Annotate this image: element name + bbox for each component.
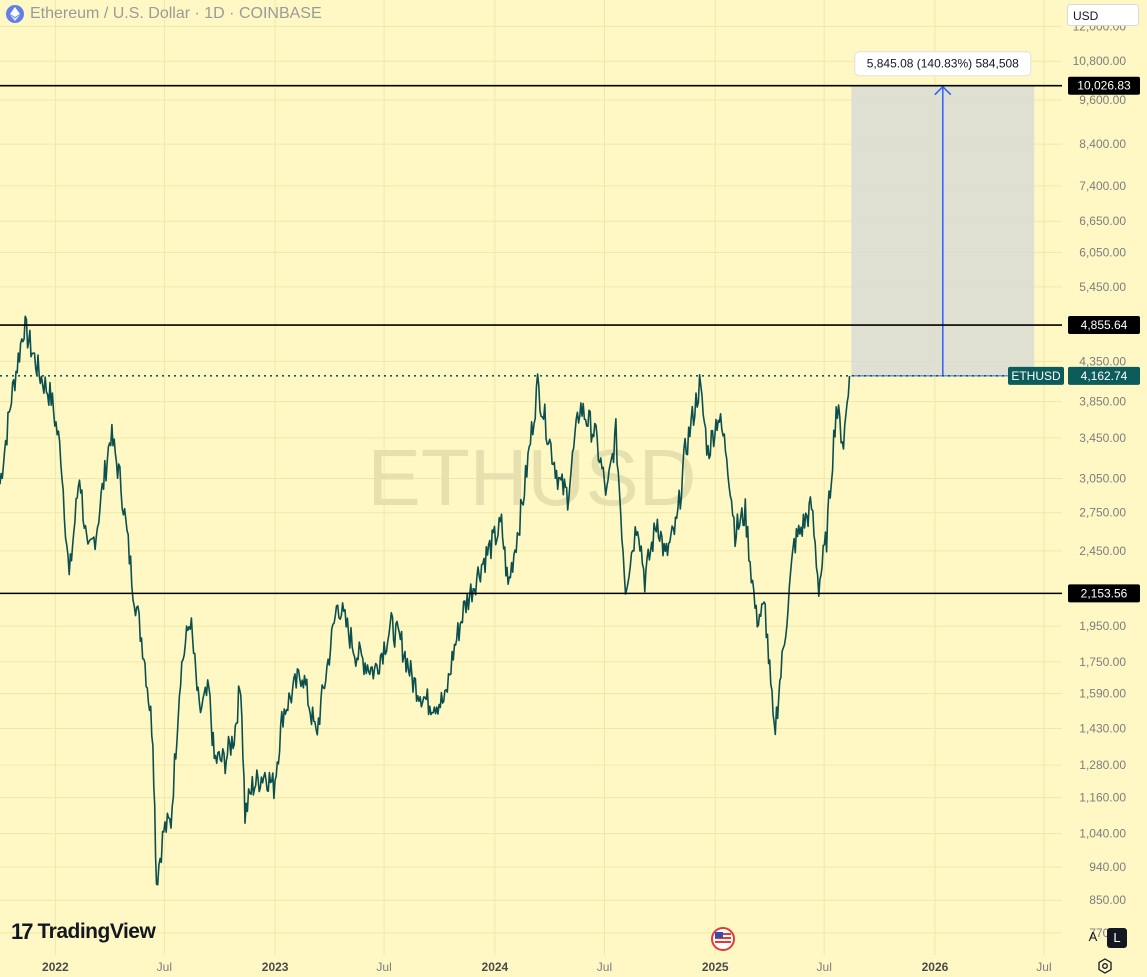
y-tick-label: 9,600.00 [1079,93,1126,107]
tradingview-mark-icon: 17 [11,919,34,944]
level-price-label: 10,026.83 [1077,79,1131,93]
y-tick-label: 3,050.00 [1079,472,1126,486]
chart-header: Ethereum / U.S. Dollar · 1D · COINBASE [6,5,322,23]
y-tick-label: 1,430.00 [1079,722,1126,736]
x-tick-label: Jul [1036,960,1051,974]
y-tick-label: 2,450.00 [1079,544,1126,558]
y-tick-label: 6,650.00 [1079,214,1126,228]
x-tick-label: 2025 [702,960,729,974]
last-price-value-tag [1068,366,1140,385]
measure-label: 5,845.08 (140.83%) 584,508 [867,57,1019,71]
last-price-value: 4,162.74 [1081,369,1128,383]
price-series [0,315,851,886]
grid-lines [0,0,1062,955]
us-flag-icon[interactable] [711,927,735,951]
price-axis-panel[interactable] [1062,0,1147,977]
ethereum-icon [6,5,24,23]
level-price-tag [1068,584,1140,603]
y-tick-label: 1,750.00 [1079,655,1126,669]
y-tick-label: 1,950.00 [1079,619,1126,633]
measure-label-box [854,51,1032,77]
measure-arrow-head [934,85,952,96]
y-tick-label: 3,450.00 [1079,431,1126,445]
level-price-label: 4,855.64 [1081,318,1128,332]
horizontal-levels[interactable] [0,84,1066,595]
y-tick-label: 2,750.00 [1079,506,1126,520]
x-tick-label: 2022 [42,960,69,974]
y-tick-label: 8,400.00 [1079,137,1126,151]
price-axis[interactable]: 12,000.0010,800.009,600.008,400.007,400.… [1062,0,1147,977]
y-tick-label: 3,850.00 [1079,395,1126,409]
log-scale-button[interactable]: L [1107,928,1127,948]
x-tick-label: Jul [817,960,832,974]
y-tick-label: 1,160.00 [1079,791,1126,805]
y-tick-label: 4,350.00 [1079,354,1126,368]
level-price-tag [1068,76,1140,95]
y-tick-label: 10,800.00 [1073,54,1127,68]
last-price-symbol-tag [1008,366,1064,385]
y-tick-label: 1,040.00 [1079,827,1126,841]
level-price-label: 2,153.56 [1081,586,1128,600]
time-axis[interactable]: 2022 Jul 2023 Jul 2024 Jul 2025 Jul 2026 Jul [42,960,1052,974]
x-tick-label: Jul [376,960,391,974]
symbol-title[interactable]: Ethereum / U.S. Dollar · 1D · COINBASE [30,5,322,22]
y-tick-label: 1,590.00 [1079,687,1126,701]
symbol-watermark: ETHUSD [368,433,697,522]
tradingview-wordmark: TradingView [37,920,156,943]
y-tick-label: 7,400.00 [1079,179,1126,193]
y-tick-label: 1,280.00 [1079,758,1126,772]
tradingview-logo[interactable]: 17 TradingView [11,919,156,945]
x-tick-label: 2023 [262,960,289,974]
currency-select[interactable]: USD [1067,4,1139,26]
x-tick-label: 2024 [482,960,509,974]
price-range-measure[interactable]: 5,845.08 (140.83%) 584,508 [851,51,1035,377]
price-line [0,315,851,886]
settings-gear-icon[interactable] [1097,958,1113,974]
x-tick-label: Jul [597,960,612,974]
y-tick-label: 6,050.00 [1079,245,1126,259]
x-tick-label: Jul [157,960,172,974]
y-tick-label: 5,450.00 [1079,280,1126,294]
level-price-tag [1068,316,1140,335]
x-tick-label: 2026 [922,960,949,974]
axis-price-labels: 10,026.83 4,855.64 2,153.56 ETHUSD 4,162.74 [1008,76,1140,603]
auto-scale-button[interactable]: A [1088,929,1098,944]
y-tick-label: 940.00 [1089,860,1126,874]
y-tick-label: 850.00 [1089,893,1126,907]
last-price-symbol: ETHUSD [1011,369,1061,383]
